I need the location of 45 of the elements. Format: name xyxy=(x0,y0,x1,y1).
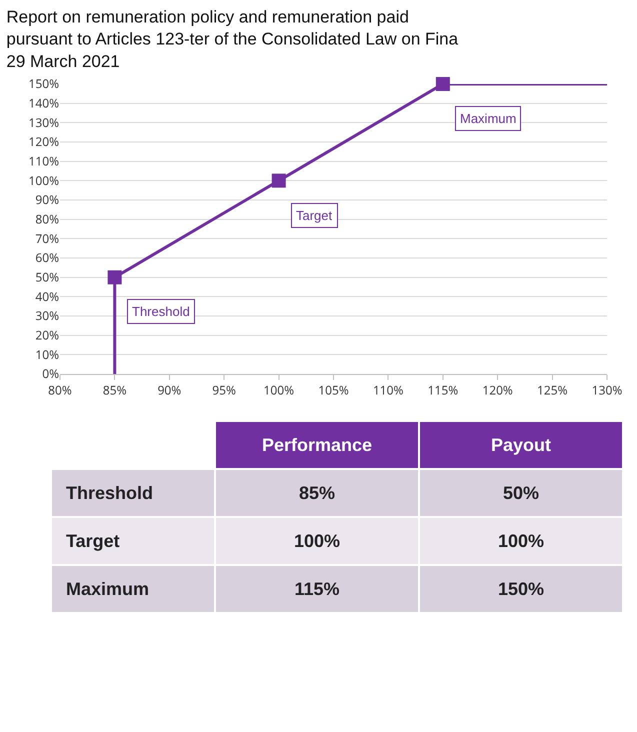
y-tick-label: 80% xyxy=(35,210,60,228)
y-tick-label: 100% xyxy=(28,172,60,189)
x-tick-label: 115% xyxy=(428,381,458,398)
x-tick-label: 90% xyxy=(158,381,182,398)
y-tick-label: 140% xyxy=(28,94,60,112)
annotation: Threshold xyxy=(132,304,190,319)
text: 85% xyxy=(216,470,418,516)
y-tick-label: 20% xyxy=(35,326,60,344)
y-tick-label: 60% xyxy=(35,249,60,266)
y-tick-label: 110% xyxy=(28,152,60,170)
y-tick-label: 10% xyxy=(35,346,60,363)
x-tick-label: 95% xyxy=(212,381,236,398)
x-tick-label: 125% xyxy=(537,381,568,398)
text: Target xyxy=(52,518,214,564)
y-tick-label: 40% xyxy=(35,288,60,305)
x-tick-label: 130% xyxy=(592,381,622,398)
point xyxy=(272,174,286,188)
annotation: Maximum xyxy=(460,111,516,126)
y-tick-label: 0% xyxy=(42,365,60,382)
y-tick-label: 90% xyxy=(35,191,60,208)
x-tick-label: 85% xyxy=(102,381,127,398)
point xyxy=(108,270,122,284)
text: 100% xyxy=(420,518,622,564)
text: 100% xyxy=(216,518,418,564)
y-tick-label: 120% xyxy=(28,133,60,150)
y-tick-label: 150% xyxy=(28,75,60,92)
point xyxy=(436,77,450,91)
chart-title: Report on remuneration policy and remuneration paid pursuant to Articles 123-ter of the Consolidated Law on Fina 29 March 2021 xyxy=(6,8,459,71)
x-tick-label: 105% xyxy=(318,381,349,398)
y-tick-label: 50% xyxy=(35,268,60,286)
x-tick-label: 80% xyxy=(48,381,72,398)
annotation: Target xyxy=(296,208,333,223)
text: 150% xyxy=(420,566,622,612)
y-tick-label: 130% xyxy=(28,114,60,131)
x-tick-label: 100% xyxy=(264,381,294,398)
text: Payout xyxy=(420,422,622,468)
x-tick-label: 110% xyxy=(372,381,404,398)
text: 115% xyxy=(216,566,418,612)
text: Maximum xyxy=(52,566,214,612)
text: 50% xyxy=(420,470,622,516)
x-tick-label: 120% xyxy=(482,381,513,398)
text: Performance xyxy=(216,422,418,468)
y-tick-label: 70% xyxy=(35,230,60,247)
y-tick-label: 30% xyxy=(35,307,60,324)
text: Threshold xyxy=(52,470,214,516)
